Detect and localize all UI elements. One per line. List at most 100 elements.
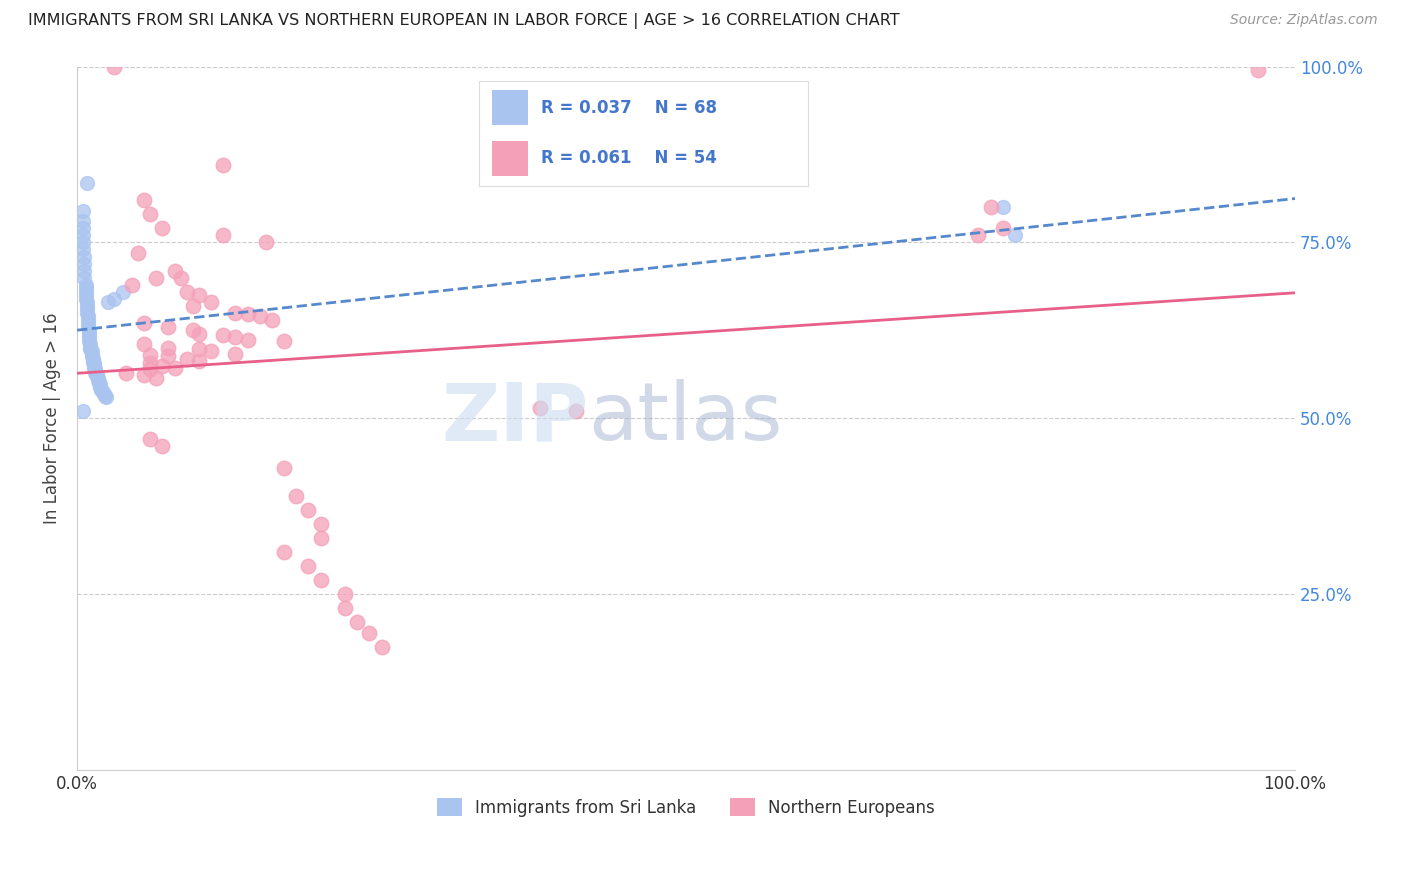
Point: [181, 299, 204, 313]
Point: [297, 502, 319, 516]
Point: [273, 334, 295, 348]
Point: [90, 383, 112, 397]
Point: [72, 228, 94, 243]
Point: [72, 235, 94, 250]
Point: [145, 370, 167, 384]
Point: [139, 433, 162, 447]
Point: [145, 270, 167, 285]
Point: [75, 285, 97, 299]
Point: [176, 285, 198, 299]
Point: [132, 193, 155, 207]
Point: [285, 489, 308, 503]
Point: [76, 299, 98, 313]
Point: [127, 246, 149, 260]
Point: [236, 307, 259, 321]
Point: [309, 531, 332, 545]
Point: [200, 295, 222, 310]
Point: [87, 376, 110, 391]
Point: [87, 370, 110, 384]
Legend: Immigrants from Sri Lanka, Northern Europeans: Immigrants from Sri Lanka, Northern Euro…: [429, 790, 943, 825]
Point: [157, 341, 180, 355]
Point: [224, 346, 246, 360]
Text: Source: ZipAtlas.com: Source: ZipAtlas.com: [1230, 13, 1378, 28]
Point: [132, 316, 155, 330]
Point: [75, 288, 97, 302]
Point: [132, 337, 155, 351]
Point: [91, 384, 114, 399]
Point: [87, 375, 110, 389]
Point: [77, 334, 100, 348]
Point: [200, 344, 222, 359]
Point: [72, 203, 94, 218]
Point: [967, 228, 990, 243]
Point: [212, 328, 235, 343]
Point: [77, 316, 100, 330]
Point: [75, 292, 97, 306]
Point: [79, 341, 101, 355]
Point: [80, 350, 103, 364]
Point: [103, 60, 125, 74]
Point: [991, 200, 1014, 214]
Point: [980, 200, 1002, 214]
Point: [187, 288, 209, 302]
Point: [83, 359, 105, 373]
Point: [139, 356, 162, 370]
Point: [96, 390, 118, 404]
Point: [72, 243, 94, 257]
Point: [89, 379, 111, 393]
Point: [212, 158, 235, 172]
Point: [273, 460, 295, 475]
Point: [224, 330, 246, 344]
Point: [565, 404, 588, 418]
Point: [87, 373, 110, 387]
Point: [333, 601, 356, 615]
Point: [82, 351, 104, 366]
Point: [163, 263, 186, 277]
Point: [187, 353, 209, 368]
Point: [73, 250, 96, 264]
Point: [224, 306, 246, 320]
Point: [254, 235, 277, 250]
Point: [76, 302, 98, 317]
Point: [75, 277, 97, 292]
Y-axis label: In Labor Force | Age > 16: In Labor Force | Age > 16: [44, 312, 60, 524]
Point: [73, 263, 96, 277]
Point: [84, 363, 107, 377]
Point: [77, 310, 100, 324]
Point: [150, 221, 173, 235]
Point: [249, 310, 271, 324]
Point: [114, 366, 136, 380]
Text: atlas: atlas: [589, 379, 783, 458]
Point: [112, 285, 135, 299]
Point: [80, 348, 103, 362]
Point: [77, 313, 100, 327]
Point: [181, 323, 204, 337]
Point: [163, 360, 186, 375]
Point: [309, 516, 332, 531]
Point: [80, 344, 103, 359]
Point: [132, 368, 155, 382]
Point: [150, 359, 173, 373]
Point: [273, 545, 295, 559]
Point: [79, 343, 101, 357]
Point: [1247, 63, 1270, 78]
Point: [82, 355, 104, 369]
Point: [94, 389, 117, 403]
Point: [103, 292, 125, 306]
Point: [370, 640, 392, 654]
Point: [991, 221, 1014, 235]
Point: [157, 319, 180, 334]
Point: [333, 587, 356, 601]
Point: [82, 353, 104, 368]
Point: [96, 295, 118, 310]
Point: [529, 401, 551, 415]
Point: [77, 323, 100, 337]
Point: [121, 277, 143, 292]
Point: [77, 326, 100, 341]
Point: [75, 281, 97, 295]
Text: IMMIGRANTS FROM SRI LANKA VS NORTHERN EUROPEAN IN LABOR FORCE | AGE > 16 CORRELA: IMMIGRANTS FROM SRI LANKA VS NORTHERN EU…: [28, 13, 900, 29]
Text: ZIP: ZIP: [441, 379, 589, 458]
Point: [93, 386, 115, 401]
Point: [76, 306, 98, 320]
Point: [346, 615, 368, 630]
